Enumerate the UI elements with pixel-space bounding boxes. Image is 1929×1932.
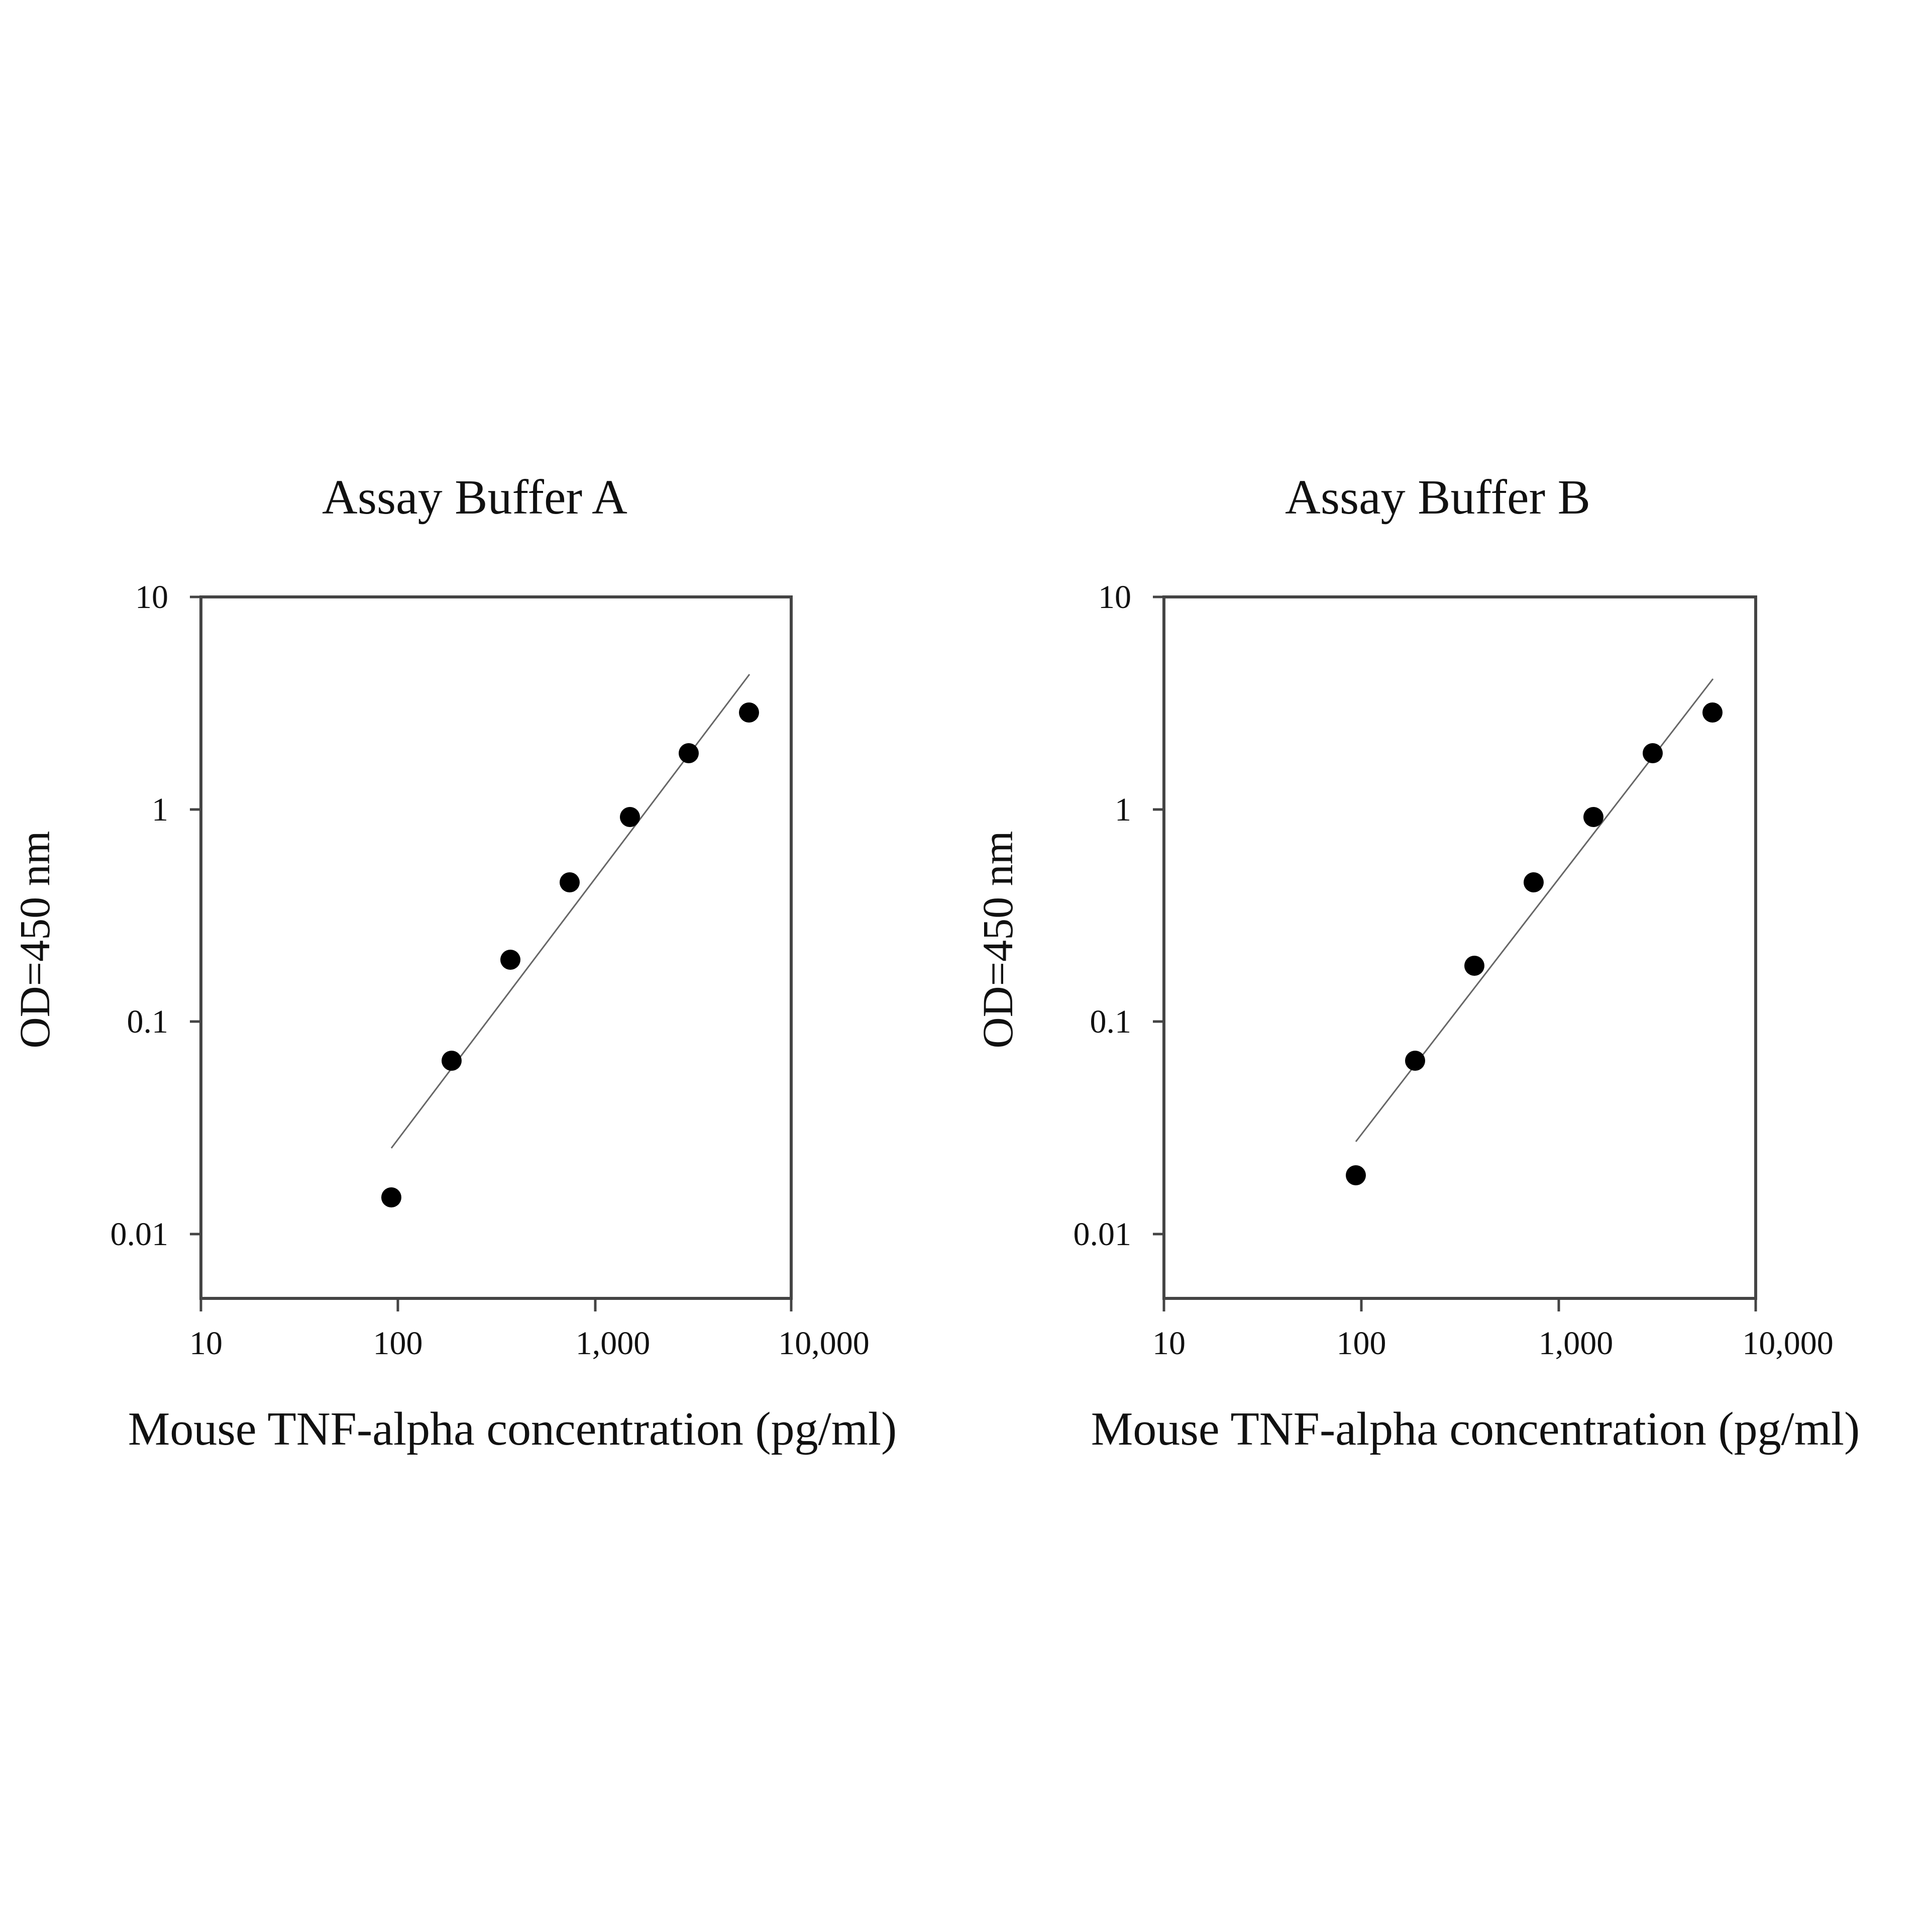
svg-text:100: 100 bbox=[1337, 1325, 1386, 1362]
x-tick-labels: 10 100 1,000 10,000 bbox=[1152, 1325, 1834, 1362]
y-axis bbox=[1153, 595, 1164, 1236]
svg-text:1,000: 1,000 bbox=[1539, 1325, 1614, 1362]
x-axis-label: Mouse TNF-alpha concentration (pg/ml) bbox=[1091, 1403, 1860, 1455]
x-tick-labels: 10 100 1,000 10,000 bbox=[189, 1325, 870, 1362]
data-points bbox=[381, 702, 759, 1207]
svg-text:0.1: 0.1 bbox=[1090, 1003, 1132, 1040]
y-axis-label: OD=450 nm bbox=[974, 831, 1022, 1048]
y-axis-label: OD=450 nm bbox=[11, 831, 59, 1048]
svg-text:10: 10 bbox=[135, 579, 168, 616]
chart-title: Assay Buffer B bbox=[1285, 470, 1590, 525]
svg-text:10,000: 10,000 bbox=[1742, 1325, 1834, 1362]
chart-title: Assay Buffer A bbox=[322, 470, 627, 525]
chart-a-svg: Assay Buffer A 10 1 0.1 0.01 10 100 1,00… bbox=[11, 470, 897, 1455]
svg-text:0.01: 0.01 bbox=[1074, 1216, 1132, 1253]
svg-text:0.1: 0.1 bbox=[127, 1003, 169, 1040]
svg-text:100: 100 bbox=[373, 1325, 423, 1362]
y-tick-labels: 10 1 0.1 0.01 bbox=[111, 579, 169, 1253]
svg-text:0.01: 0.01 bbox=[111, 1216, 169, 1253]
svg-text:10: 10 bbox=[1098, 579, 1131, 616]
svg-text:1: 1 bbox=[152, 791, 168, 828]
x-axis bbox=[1162, 1298, 1757, 1311]
x-axis bbox=[199, 1298, 793, 1311]
data-points bbox=[1346, 702, 1723, 1185]
fit-line bbox=[390, 674, 751, 1149]
svg-text:10,000: 10,000 bbox=[778, 1325, 870, 1362]
y-axis bbox=[190, 595, 201, 1236]
svg-text:10: 10 bbox=[1152, 1325, 1186, 1362]
plot-frame bbox=[1162, 595, 1757, 1300]
plot-frame bbox=[199, 595, 793, 1300]
svg-text:1: 1 bbox=[1115, 791, 1131, 828]
x-axis-label: Mouse TNF-alpha concentration (pg/ml) bbox=[128, 1403, 897, 1455]
chart-b-svg: Assay Buffer B 10 1 0.1 0.01 10 100 1,00… bbox=[974, 470, 1860, 1455]
svg-text:10: 10 bbox=[189, 1325, 223, 1362]
chart-panel-b: Assay Buffer B 10 1 0.1 0.01 10 100 1,00… bbox=[963, 0, 1927, 1929]
chart-panel-a: Assay Buffer A 10 1 0.1 0.01 10 100 1,00… bbox=[0, 0, 964, 1929]
y-tick-labels: 10 1 0.1 0.01 bbox=[1074, 579, 1132, 1253]
svg-text:1,000: 1,000 bbox=[576, 1325, 651, 1362]
